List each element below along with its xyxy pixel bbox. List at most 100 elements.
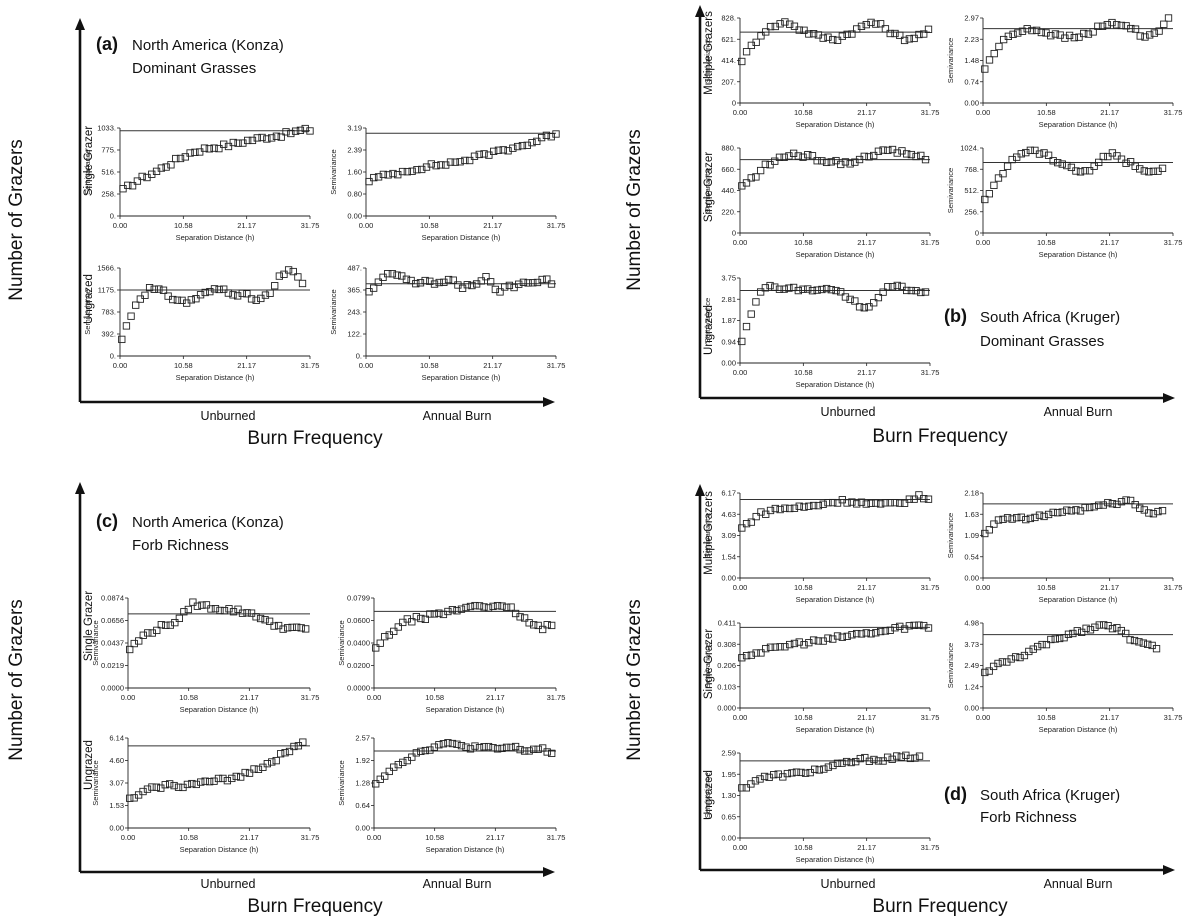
data-point — [905, 622, 914, 630]
data-point — [870, 755, 878, 764]
data-point — [1047, 32, 1055, 40]
y-tick-label: 207. — [721, 77, 736, 86]
data-point — [920, 621, 928, 630]
x-tick-label: 31.75 — [1164, 713, 1183, 722]
data-point — [829, 498, 837, 507]
x-tick-label: 0.00 — [733, 368, 748, 377]
data-point — [1064, 630, 1073, 638]
data-point — [742, 519, 751, 528]
data-point — [144, 629, 152, 637]
data-point — [872, 499, 880, 507]
data-point — [285, 747, 294, 756]
data-point — [1122, 629, 1130, 638]
data-point — [1049, 157, 1057, 165]
panel-x-axis-label: Burn Frequency — [247, 896, 383, 917]
y-tick-label: 0. — [356, 352, 362, 361]
y-tick-label: 2.39 — [347, 146, 362, 155]
data-point — [776, 643, 784, 651]
data-point — [516, 613, 524, 621]
subplot-x-axis-label: Separation Distance (h) — [796, 120, 875, 129]
row-label: Ungrazed — [83, 740, 95, 790]
data-point — [1149, 167, 1158, 175]
data-point — [815, 766, 823, 774]
data-point — [277, 133, 285, 141]
data-point — [248, 136, 257, 145]
data-point — [846, 160, 854, 168]
data-point — [370, 284, 378, 292]
y-tick-label: 1.48 — [964, 56, 979, 65]
data-point — [770, 771, 778, 779]
figure-panel: Number of Grazers Burn Frequency Single Gr… — [6, 18, 565, 449]
data-point — [1018, 27, 1027, 35]
data-point — [491, 285, 500, 294]
data-point — [210, 777, 218, 785]
data-point — [421, 276, 429, 285]
panel-y-axis-label: Number of Grazers — [6, 139, 27, 301]
data-point — [523, 141, 531, 149]
subplot-x-axis-label: Separation Distance (h) — [422, 233, 501, 242]
y-tick-label: 0.0874 — [101, 594, 124, 603]
panel-title-line1: North America (Konza) — [132, 37, 284, 54]
data-point — [808, 287, 817, 295]
data-point — [193, 602, 202, 610]
data-point — [805, 30, 813, 38]
data-point — [122, 322, 131, 330]
data-point — [921, 155, 930, 164]
data-point — [280, 270, 288, 278]
data-point — [234, 605, 242, 613]
data-point — [1022, 515, 1030, 524]
data-point — [475, 150, 483, 159]
data-point — [1131, 25, 1140, 33]
y-tick-label: 1033. — [97, 124, 116, 133]
data-point — [1026, 514, 1035, 523]
y-tick-label: 1.54 — [721, 552, 736, 561]
data-point — [865, 757, 874, 765]
data-point — [268, 758, 276, 766]
data-point — [444, 275, 453, 284]
data-point — [127, 312, 135, 320]
data-point — [237, 773, 245, 781]
data-point — [381, 772, 389, 780]
data-point — [742, 322, 751, 331]
data-point — [1082, 624, 1090, 632]
data-point — [475, 744, 484, 752]
data-point — [1051, 635, 1059, 643]
panel-y-axis-arrow — [695, 484, 705, 496]
subplot-y-axis-label: Semivariance — [83, 289, 92, 334]
subplot-x-axis-label: Separation Distance (h) — [796, 855, 875, 864]
data-point — [771, 283, 779, 291]
panel-y-axis-label: Number of Grazers — [6, 599, 27, 761]
data-point — [161, 781, 169, 789]
subplot-y-axis-label: Semivariance — [703, 298, 712, 343]
y-tick-label: 0.0219 — [101, 661, 124, 670]
panel-y-axis-arrow — [695, 5, 705, 17]
x-tick-label: 31.75 — [547, 221, 566, 230]
y-tick-label: 4.98 — [964, 619, 979, 628]
subplot-y-axis-label: Semivariance — [946, 513, 955, 558]
data-point — [1089, 28, 1097, 36]
data-point — [838, 633, 846, 641]
data-point — [519, 278, 528, 286]
data-point — [771, 643, 779, 651]
data-point — [760, 772, 769, 781]
data-point — [408, 753, 416, 761]
x-tick-label: 0.00 — [359, 221, 374, 230]
data-point — [233, 292, 242, 300]
data-point — [141, 291, 149, 299]
y-tick-label: 0.206 — [717, 661, 736, 670]
data-point — [833, 632, 842, 640]
data-point — [1090, 503, 1098, 511]
data-point — [187, 296, 195, 304]
data-point — [493, 601, 502, 610]
y-tick-label: 0.00 — [347, 212, 362, 221]
panel-x-axis-arrow — [1163, 393, 1175, 403]
data-point — [824, 634, 832, 642]
data-point — [1130, 636, 1139, 645]
data-point — [738, 654, 746, 662]
data-point — [876, 20, 885, 28]
data-point — [538, 275, 546, 284]
subplot-y-axis-label: Semivariance — [91, 620, 100, 665]
y-tick-label: 3.09 — [721, 531, 736, 540]
x-tick-label: 0.00 — [359, 361, 374, 370]
semivariogram-subplot: 0.00 0.54 1.09 1.63 2.18 0.00 10.58 21.17 31.75 S… — [946, 489, 1182, 604]
